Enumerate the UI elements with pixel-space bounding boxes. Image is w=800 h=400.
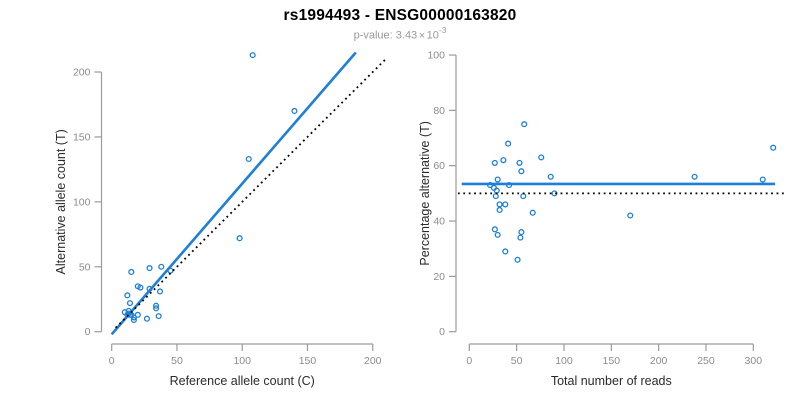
y-tick-label: 40 [433,216,445,228]
data-point [158,263,165,270]
pvalue-prefix: p-value: [353,29,396,42]
y-tick-label: 0 [439,326,445,338]
data-point [496,201,503,208]
data-point [759,176,766,183]
x-tick-label: 300 [745,355,763,367]
x-tick-label: 150 [603,355,621,367]
data-point [126,300,134,307]
data-point [521,121,528,128]
data-point [538,154,545,161]
data-point [153,302,160,309]
data-point [516,159,523,166]
panel-left: 0 50 100 150 200 0 50 100 150 200 Reference allele… [54,51,388,388]
pvalue-exponent: -3 [438,25,447,35]
data-point [502,248,509,255]
data-point [245,155,252,163]
x-tick-label: 100 [233,355,251,367]
x-tick-label: 50 [171,355,183,367]
pvalue-subtitle: p-value: 3.43 × 10-3 [0,25,800,42]
x-axis-title: Total number of reads [551,374,672,388]
pvalue-base: 10 [426,29,439,42]
y-axis-title: Percentage alternative (T) [418,121,432,266]
x-tick-label: 150 [299,355,317,367]
data-point [124,292,131,299]
data-point [770,144,777,151]
data-point [146,265,153,272]
y-tick-label: 80 [433,105,445,117]
data-point [517,234,524,241]
data-point [547,173,554,180]
y-tick-label: 60 [433,160,445,172]
data-point [529,209,536,216]
data-point [691,173,698,180]
data-point [627,212,634,219]
data-point [491,159,498,166]
y-tick-label: 150 [73,131,91,143]
data-point [514,256,521,263]
data-point [137,284,144,291]
x-tick-label: 100 [555,355,573,367]
x-tick-label: 0 [109,355,115,367]
y-tick-label: 100 [427,50,445,62]
x-tick-label: 200 [650,355,668,367]
data-point [128,268,135,276]
data-point [155,313,162,320]
data-point [494,231,501,238]
data-point [502,201,509,208]
data-point [492,193,499,200]
data-point [518,168,525,175]
y-tick-label: 100 [73,196,91,208]
multiply-sign: × [418,29,426,42]
y-tick-label: 0 [85,326,91,338]
data-point [130,316,137,324]
y-tick-label: 200 [73,67,91,79]
data-point [153,305,160,312]
data-point [130,314,137,321]
x-axis-title: Reference allele count (C) [170,374,315,388]
x-tick-label: 250 [697,355,715,367]
data-point [520,193,527,200]
figure-title: rs1994493 - ENSG00000163820 [283,7,517,24]
x-tick-label: 0 [466,355,472,367]
data-point [291,107,298,115]
data-point [143,315,150,322]
y-tick-label: 20 [433,271,445,283]
y-axis-title: Alternative allele count (T) [54,129,68,274]
data-point [505,140,512,147]
panel-right: 0 20 40 60 80 100 0 50 100 150 200 250 300 Total numb… [418,50,785,388]
data-point [249,52,256,59]
data-point [156,288,164,295]
data-point [494,176,501,183]
x-tick-label: 200 [364,355,382,367]
y-tick-label: 50 [79,261,91,273]
fit-line [110,51,357,336]
pvalue-mantissa: 3.43 [395,29,418,42]
x-tick-label: 50 [511,355,523,367]
data-point [236,235,243,242]
data-point [496,206,503,214]
data-point [500,157,507,164]
data-point [518,229,525,236]
identity-line [114,57,388,329]
data-point [491,226,498,233]
